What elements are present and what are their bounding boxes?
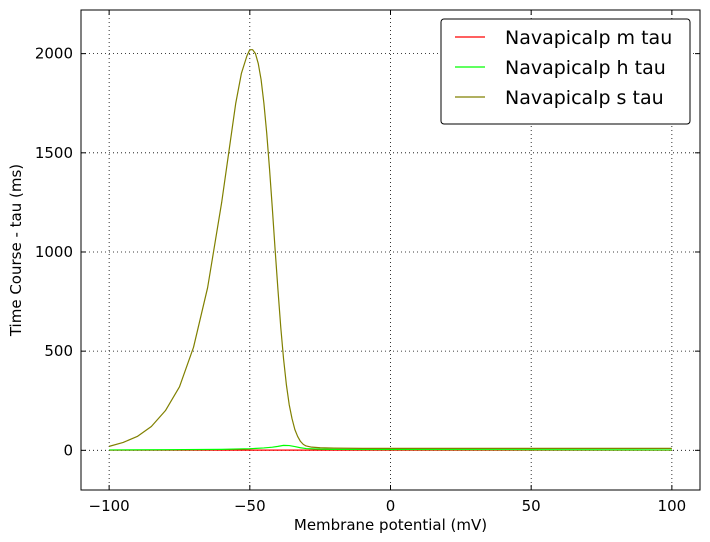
y-tick-label: 0 bbox=[63, 441, 73, 459]
y-axis-title: Time Course - tau (ms) bbox=[7, 164, 25, 337]
x-tick-label: 100 bbox=[658, 497, 687, 515]
x-axis-title: Membrane potential (mV) bbox=[294, 516, 487, 534]
x-tick-label: 50 bbox=[522, 497, 541, 515]
series-line-2 bbox=[109, 444, 672, 451]
series-line-3 bbox=[108, 49, 672, 449]
y-tick-label: 1500 bbox=[35, 144, 73, 162]
legend-label: Navapicalp s tau bbox=[505, 87, 664, 109]
legend-box bbox=[440, 18, 691, 125]
x-tick-label: −50 bbox=[234, 497, 266, 515]
x-tick-label: −100 bbox=[89, 497, 130, 515]
y-tick-label: 1000 bbox=[35, 243, 73, 261]
y-tick-label: 500 bbox=[44, 342, 73, 360]
legend-label: Navapicalp m tau bbox=[505, 27, 672, 49]
legend-label: Navapicalp h tau bbox=[505, 57, 666, 79]
x-tick-label: 0 bbox=[386, 497, 396, 515]
legend: Navapicalp m tau Navapicalp h tau Navapica… bbox=[440, 18, 691, 125]
series-lines bbox=[108, 49, 672, 451]
y-tick-label: 2000 bbox=[35, 45, 73, 63]
